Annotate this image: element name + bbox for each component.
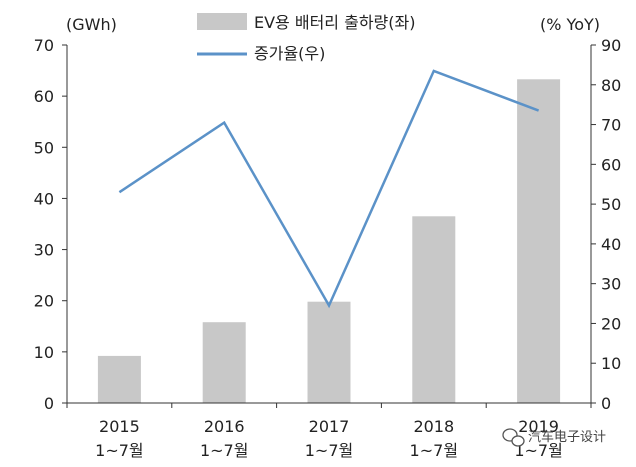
right-axis-unit-label: (% YoY) bbox=[540, 15, 600, 34]
right-tick-label-1: 10 bbox=[601, 354, 621, 373]
x-category-label-4: 2019 1~7월 bbox=[514, 417, 563, 460]
x-category-label-0: 2015 1~7월 bbox=[95, 417, 144, 460]
x-category-label-2: 2017 1~7월 bbox=[305, 417, 354, 460]
left-tick-label-2: 20 bbox=[34, 292, 54, 311]
x-category-label-3: 2018 1~7월 bbox=[410, 417, 459, 460]
bar-2 bbox=[307, 301, 351, 403]
right-tick-label-4: 40 bbox=[601, 235, 621, 254]
left-tick-label-5: 50 bbox=[34, 138, 54, 157]
bar-series bbox=[97, 79, 561, 404]
line-series bbox=[118, 69, 540, 309]
right-tick-label-5: 50 bbox=[601, 195, 621, 214]
legend-bar-label: EV용 배터리 출하량(좌) bbox=[254, 13, 415, 32]
legend-bar-swatch bbox=[197, 13, 247, 30]
left-axis-unit-label: (GWh) bbox=[66, 15, 117, 34]
left-tick-label-3: 30 bbox=[34, 241, 54, 260]
bar-3 bbox=[412, 216, 456, 403]
bar-0 bbox=[97, 355, 141, 403]
legend-line-label: 증가율(우) bbox=[254, 44, 325, 63]
right-tick-label-6: 60 bbox=[601, 155, 621, 174]
bar-4 bbox=[517, 79, 561, 404]
bar-1 bbox=[202, 322, 246, 403]
left-tick-label-0: 0 bbox=[44, 394, 54, 413]
wechat-icon bbox=[502, 428, 525, 447]
watermark: 汽车电子设计 bbox=[502, 428, 606, 447]
right-tick-label-9: 90 bbox=[601, 36, 621, 55]
growth-rate-line bbox=[118, 69, 540, 309]
right-tick-label-0: 0 bbox=[601, 394, 611, 413]
right-tick-label-2: 20 bbox=[601, 314, 621, 333]
right-tick-label-7: 70 bbox=[601, 116, 621, 135]
left-tick-label-4: 40 bbox=[34, 189, 54, 208]
left-tick-label-1: 10 bbox=[34, 343, 54, 362]
left-tick-label-7: 70 bbox=[34, 36, 54, 55]
legend: EV용 배터리 출하량(좌) 증가율(우) bbox=[197, 13, 415, 63]
right-tick-label-8: 80 bbox=[601, 76, 621, 95]
watermark-text: 汽车电子设计 bbox=[528, 429, 606, 445]
right-tick-label-3: 30 bbox=[601, 275, 621, 294]
x-category-label-1: 2016 1~7월 bbox=[200, 417, 249, 460]
left-tick-label-6: 60 bbox=[34, 87, 54, 106]
